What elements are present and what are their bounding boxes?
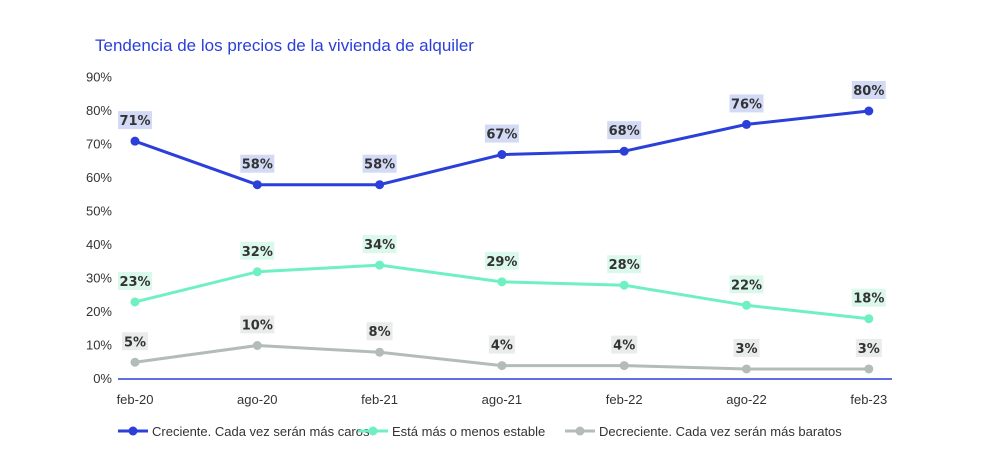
x-tick-label: feb-20 [117,392,154,407]
data-label-box [607,255,642,274]
data-point [375,260,385,270]
x-tick-label: ago-22 [726,392,766,407]
chart-title: Tendencia de los precios de la vivienda … [95,36,474,55]
data-label-box [240,241,275,260]
x-axis-ticks: feb-20 ago-20 feb-21 ago-21 feb-22 ago-22 feb-… [117,392,888,407]
y-tick-label: 40% [86,237,112,252]
data-label: 3% [735,342,757,357]
y-tick-label: 60% [86,170,112,185]
data-label: 22% [731,278,762,293]
y-tick-label: 90% [86,70,112,85]
data-label: 67% [486,128,517,143]
data-label: 76% [731,97,762,112]
data-point [619,146,629,156]
data-label-box [240,154,275,173]
legend: Creciente. Cada vez serán más caros Está … [118,424,842,439]
legend-marker [575,426,585,436]
legend-label: Creciente. Cada vez serán más caros [152,424,370,439]
data-label: 4% [613,339,635,354]
data-label: 4% [491,339,513,354]
data-label: 34% [364,238,395,253]
data-label-box [122,332,148,351]
data-point [864,106,874,116]
data-label-box [733,338,760,357]
y-tick-label: 70% [86,137,112,152]
data-label: 5% [124,335,146,350]
data-label: 10% [242,319,273,334]
data-point [130,357,140,367]
data-label-box [488,335,515,354]
y-axis-ticks: 0% 10% 20% 30% 40% 50% 60% 70% 80% 90% [86,70,112,387]
data-point [252,341,262,350]
data-point [375,347,385,357]
data-label: 23% [119,275,150,290]
x-tick-label: feb-21 [361,392,398,407]
y-tick-label: 0% [93,371,112,386]
data-label-box [362,235,397,254]
data-point [252,267,262,277]
y-tick-label: 20% [86,304,112,319]
x-tick-label: ago-21 [482,392,522,407]
data-label-box [484,124,519,143]
data-label-box [366,322,393,341]
data-label-box [240,315,275,334]
data-point [130,297,140,307]
data-label-box [855,338,882,357]
data-label: 29% [486,255,517,270]
legend-marker [128,426,138,436]
data-point [619,280,629,290]
data-label: 58% [242,158,273,173]
data-label-box [484,251,519,270]
data-label: 68% [609,124,640,139]
data-point [497,277,507,287]
data-label-box [607,121,642,140]
data-label: 71% [119,114,150,129]
y-tick-label: 30% [86,271,112,286]
data-label: 18% [853,292,884,307]
data-labels: 71% 58% 58% 67% 68% 76% 80% 23% 32% 34% 29% 28% 22% 1… [118,81,886,357]
data-label: 58% [364,158,395,173]
data-point [864,364,874,374]
data-point [742,300,751,310]
data-point [742,119,751,129]
data-label: 32% [242,245,273,260]
y-tick-label: 50% [86,204,112,219]
x-tick-label: ago-20 [237,392,277,407]
data-label-box [611,335,638,354]
x-tick-label: feb-23 [850,392,887,407]
data-label-box [118,271,152,290]
data-label-box [729,275,764,294]
data-point [497,361,507,371]
legend-label: Está más o menos estable [392,424,545,439]
legend-marker [368,426,378,436]
data-point [742,364,751,374]
data-point [375,180,385,190]
data-label-box [851,288,886,307]
data-label: 80% [853,84,884,99]
data-point [619,361,629,371]
data-label-box [851,81,886,99]
data-label: 28% [609,258,640,273]
data-point [497,150,507,160]
data-label-box [118,111,152,130]
y-tick-label: 80% [86,103,112,118]
data-point [864,314,874,324]
legend-label: Decreciente. Cada vez serán más baratos [599,424,842,439]
y-tick-label: 10% [86,338,112,353]
data-point [130,136,140,146]
series-lines [130,106,874,374]
data-label-box [362,154,397,173]
data-label: 3% [858,342,880,357]
x-tick-label: feb-22 [606,392,643,407]
data-label-box [729,94,764,113]
data-point [252,180,262,190]
data-label: 8% [369,325,391,340]
series-line [134,109,869,187]
